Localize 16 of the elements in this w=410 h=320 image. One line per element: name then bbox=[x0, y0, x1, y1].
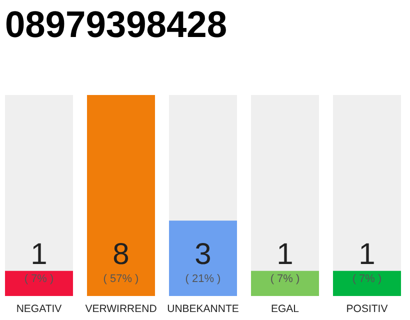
annotation: ( 7% ) bbox=[352, 273, 382, 285]
x-tick-label: POSITIV bbox=[346, 303, 388, 315]
x-tick-label: VERWIRREND bbox=[85, 303, 158, 315]
chart-title: 08979398428 bbox=[5, 4, 232, 45]
annotation: ( 57% ) bbox=[103, 273, 139, 285]
annotation: ( 21% ) bbox=[185, 273, 221, 285]
data-label: 1 bbox=[276, 238, 294, 271]
data-label: 1 bbox=[358, 238, 376, 271]
data-label: 8 bbox=[112, 238, 130, 271]
annotation: ( 7% ) bbox=[270, 273, 300, 285]
data-label: 3 bbox=[194, 238, 212, 271]
x-tick-label: UNBEKANNTE bbox=[167, 303, 239, 315]
x-tick-label: EGAL bbox=[270, 303, 300, 315]
annotation: ( 7% ) bbox=[24, 273, 54, 285]
data-label: 1 bbox=[30, 238, 48, 271]
x-tick-label: NEGATIV bbox=[16, 303, 62, 315]
